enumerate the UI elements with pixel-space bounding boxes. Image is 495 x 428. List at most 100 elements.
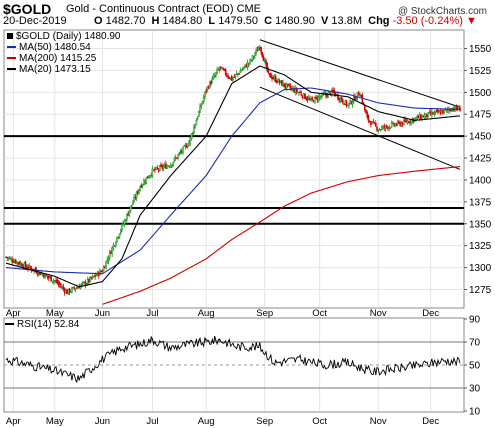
candle-body	[312, 100, 315, 103]
candle-body	[421, 115, 423, 120]
candle-body	[6, 256, 9, 259]
candle-body	[240, 69, 243, 72]
trend-channel	[259, 39, 461, 170]
candle-body	[265, 60, 267, 65]
candle-body	[204, 91, 206, 97]
symbol-description: Gold - Continuous Contract (EOD) CME	[66, 3, 262, 15]
candle-body	[313, 96, 316, 104]
candle-body	[310, 98, 312, 101]
candle-body	[13, 261, 16, 263]
candle-body	[443, 109, 445, 113]
candle-body	[106, 259, 109, 262]
candle-body	[400, 122, 403, 127]
rsi-title: RSI(14) 52.84	[5, 319, 79, 330]
candle-body	[392, 122, 394, 124]
candle-body	[213, 75, 216, 78]
price-y-tick-label: 1275	[469, 285, 492, 296]
rsi-y-tick-label: 10	[469, 407, 481, 418]
candle-body	[187, 145, 189, 147]
candle-body	[385, 125, 388, 128]
candle-body	[429, 111, 432, 115]
price-x-tick-label: Jul	[146, 308, 158, 319]
candle-body	[178, 152, 181, 155]
candle-body	[111, 247, 113, 255]
candle-body	[376, 126, 378, 131]
rsi-line	[5, 335, 461, 384]
candle-body	[133, 196, 135, 203]
candle-body	[384, 125, 387, 129]
candle-body	[19, 262, 22, 266]
price-x-tick-label: Apr	[6, 308, 21, 319]
candle-body	[255, 49, 257, 54]
candle-body	[27, 266, 29, 269]
candle-body	[373, 122, 376, 125]
candle-body	[155, 167, 157, 170]
candle-body	[365, 109, 367, 114]
candle-body	[188, 142, 190, 146]
candle-body	[436, 109, 438, 112]
candle-body	[238, 73, 240, 75]
volume-value: 13.8M	[331, 15, 362, 27]
candle-body	[122, 223, 124, 226]
price-x-tick-label: Sep	[256, 308, 273, 319]
candle-body	[161, 165, 164, 169]
candle-body	[134, 197, 137, 199]
candle-body	[378, 128, 381, 131]
candle-body	[389, 127, 392, 129]
candle-body	[351, 101, 354, 105]
price-x-tick-label: Oct	[312, 308, 327, 319]
legend-ma200: MA(200) 1415.25	[7, 53, 96, 64]
ma50-swatch	[7, 46, 16, 49]
candle-body	[210, 82, 212, 84]
candle-body	[202, 96, 205, 102]
candle-body	[43, 274, 45, 278]
legend-ma50: MA(50) 1480.54	[7, 42, 91, 53]
candle-body	[296, 91, 299, 93]
rsi-swatch	[5, 323, 14, 326]
candle-body	[168, 166, 171, 168]
candle-body	[248, 62, 250, 65]
ma20-swatch	[7, 68, 16, 71]
candle-body	[227, 75, 229, 78]
candle-body	[174, 157, 177, 160]
rsi-y-tick-label: 50	[469, 361, 481, 372]
candle-body	[14, 259, 17, 264]
candle-body	[5, 256, 7, 258]
candle-body	[205, 90, 207, 92]
candle-body	[112, 244, 115, 249]
low-label: L	[208, 15, 216, 27]
high-value: 1484.80	[162, 15, 203, 27]
candle-body	[405, 120, 408, 123]
candle-body	[274, 76, 277, 83]
candle-body	[221, 67, 223, 69]
candle-body	[370, 122, 372, 125]
candle-body	[198, 111, 200, 117]
legend-ma20: MA(20) 1473.15	[7, 64, 91, 75]
change-amount: -3.50 (-0.24%)	[392, 15, 463, 27]
candle-body	[428, 111, 431, 114]
trend-line	[259, 86, 461, 170]
candle-body	[75, 287, 78, 289]
candle-body	[72, 286, 74, 289]
candle-body	[409, 121, 411, 123]
candle-body	[102, 266, 105, 272]
rsi-y-tick-label: 30	[469, 384, 481, 395]
candle-body	[226, 75, 228, 77]
candle-body	[182, 146, 184, 154]
candle-body	[215, 72, 217, 76]
candle-body	[355, 98, 358, 100]
candle-body	[387, 126, 389, 129]
candle-body	[401, 121, 404, 126]
change-down-arrow-icon: ▼	[465, 15, 477, 27]
rsi-lines	[4, 335, 464, 389]
candle-body	[415, 117, 417, 120]
candle-body	[298, 92, 300, 94]
candle-body	[193, 126, 195, 134]
close-label: C	[264, 15, 273, 27]
candle-body	[113, 245, 116, 247]
candle-body	[434, 110, 437, 113]
candle-body	[10, 258, 12, 260]
candle-body	[233, 76, 236, 78]
candle-body	[229, 77, 232, 80]
